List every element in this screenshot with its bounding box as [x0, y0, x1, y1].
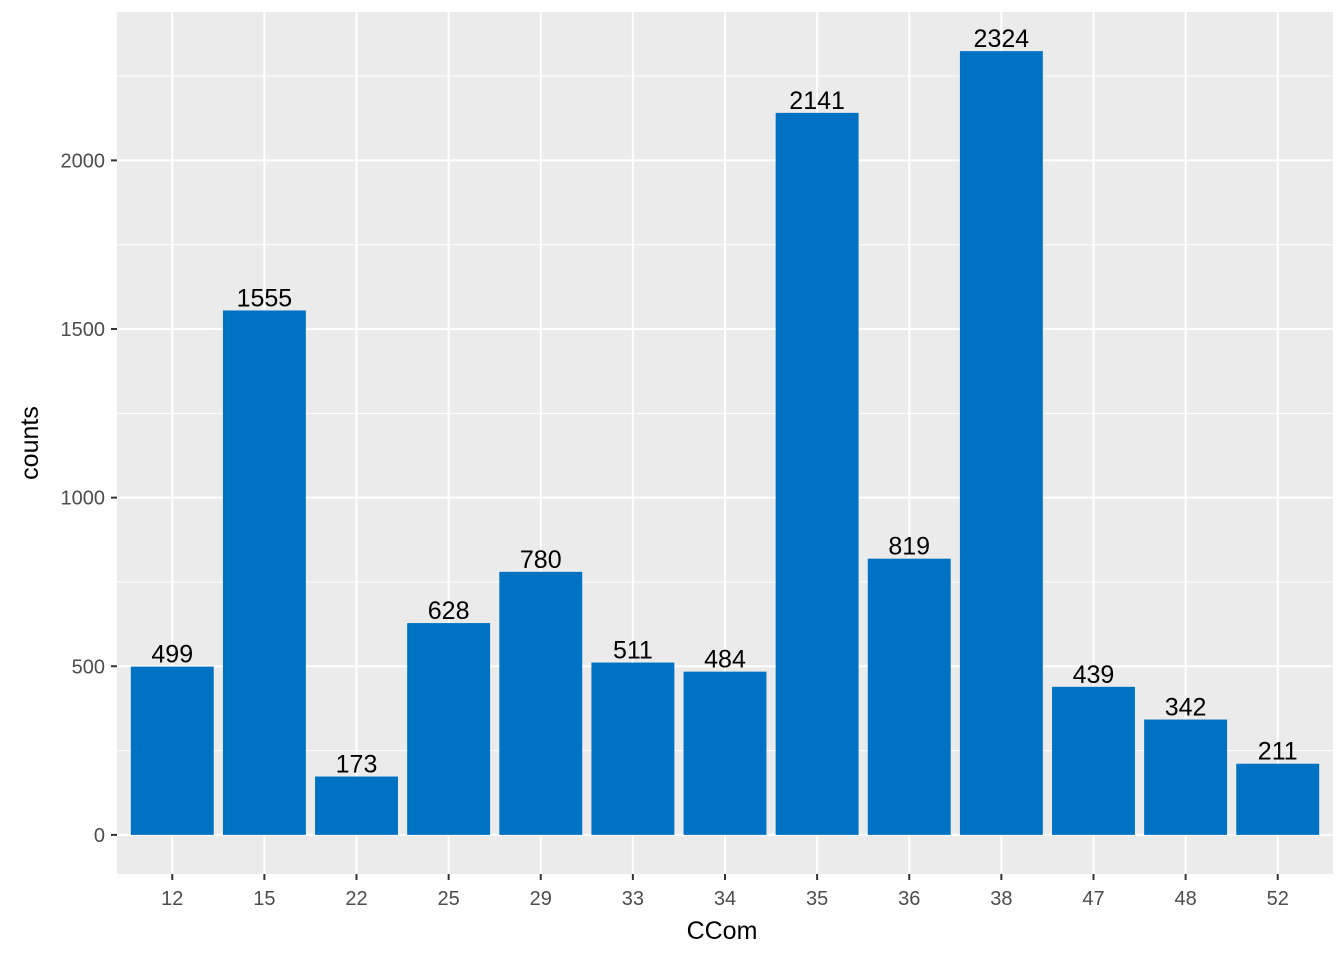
y-tick-label: 1000 [61, 488, 106, 510]
bar [1144, 719, 1228, 835]
x-tick-label: 34 [714, 888, 736, 910]
bar [222, 310, 306, 835]
x-tick-label: 38 [990, 888, 1012, 910]
bar-value-label: 439 [1073, 661, 1115, 689]
bar-value-label: 511 [613, 637, 653, 665]
x-tick-label: 25 [438, 888, 460, 910]
x-axis-title: CCom [687, 917, 758, 945]
y-tick-label: 0 [94, 825, 105, 847]
x-tick-label: 47 [1082, 888, 1104, 910]
bar-value-label: 499 [151, 641, 193, 669]
bar-value-label: 211 [1258, 738, 1298, 766]
bar [130, 666, 214, 835]
x-tick-label: 33 [622, 888, 644, 910]
bar-value-label: 2324 [974, 25, 1030, 53]
x-tick-label: 15 [253, 888, 275, 910]
bars [130, 51, 1320, 835]
bar-value-label: 342 [1165, 694, 1207, 722]
bar [683, 671, 767, 835]
bar-value-label: 780 [520, 546, 562, 574]
x-tick-label: 52 [1267, 888, 1289, 910]
bar [959, 51, 1043, 835]
bar-value-label: 628 [428, 597, 470, 625]
y-tick-label: 500 [72, 656, 105, 678]
bar-value-label: 819 [888, 533, 930, 561]
data-labels: 499 1555 173 628 780 511 484 2141 819 2324 439 342 2… [151, 25, 1297, 778]
bar-value-label: 1555 [237, 284, 293, 312]
bar [1052, 686, 1135, 835]
x-tick-label: 12 [161, 888, 183, 910]
y-tick-label: 2000 [61, 150, 106, 172]
y-tick-label: 1500 [61, 319, 106, 341]
x-tick-label: 36 [898, 888, 920, 910]
x-tick-label: 48 [1174, 888, 1196, 910]
x-axis: 12 15 22 25 29 33 34 35 36 38 47 48 52 [161, 874, 1289, 910]
bar-value-label: 2141 [789, 87, 845, 115]
bar [775, 112, 859, 835]
x-tick-label: 35 [806, 888, 828, 910]
bar [591, 662, 675, 835]
bar-value-label: 173 [336, 751, 378, 779]
bar [867, 558, 951, 835]
bar [407, 623, 491, 835]
bar [315, 776, 398, 835]
bar [1236, 763, 1320, 835]
y-axis-title: counts [16, 406, 44, 480]
x-tick-label: 22 [345, 888, 367, 910]
y-axis: 0 500 1000 1500 2000 [61, 150, 117, 847]
bar [499, 571, 583, 835]
bar-value-label: 484 [704, 646, 746, 674]
x-tick-label: 29 [530, 888, 552, 910]
